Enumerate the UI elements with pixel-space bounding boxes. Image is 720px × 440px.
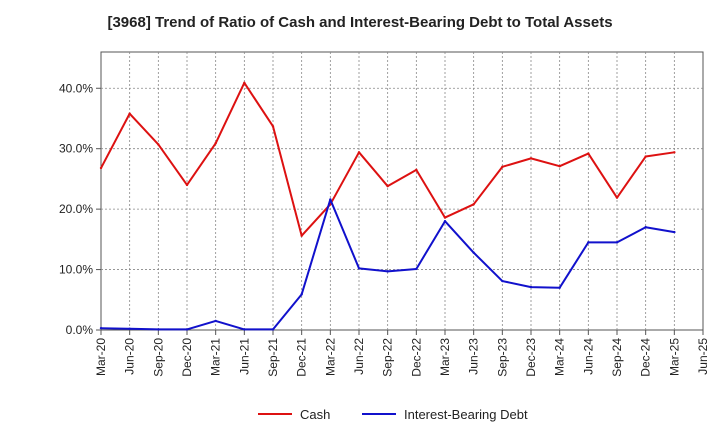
- data-point: [300, 293, 303, 296]
- data-point: [443, 216, 447, 219]
- data-point: [386, 184, 389, 188]
- chart-title: [3968] Trend of Ratio of Cash and Intere…: [107, 14, 613, 31]
- x-tick-label: Sep-23: [495, 338, 509, 377]
- legend-label: Cash: [300, 407, 330, 422]
- data-point: [472, 203, 475, 206]
- data-point: [243, 328, 246, 331]
- data-point: [329, 198, 332, 201]
- y-tick-label: 20.0%: [59, 202, 93, 216]
- x-tick-label: Mar-24: [553, 338, 567, 376]
- data-point: [99, 326, 103, 330]
- y-tick-label: 0.0%: [66, 323, 94, 337]
- data-point: [214, 319, 217, 323]
- data-point: [529, 285, 533, 289]
- x-tick-label: Jun-25: [696, 338, 710, 375]
- x-tick-label: Dec-20: [180, 338, 194, 377]
- data-point: [271, 328, 275, 331]
- x-tick-label: Dec-24: [639, 338, 653, 377]
- data-point: [673, 151, 676, 154]
- data-point: [300, 234, 303, 237]
- y-tick-label: 40.0%: [59, 81, 93, 95]
- x-tick-label: Jun-20: [123, 338, 137, 375]
- data-point: [529, 157, 533, 160]
- data-point: [185, 183, 189, 187]
- legend-label: Interest-Bearing Debt: [404, 407, 528, 422]
- x-tick-label: Dec-23: [524, 338, 538, 377]
- data-point: [214, 142, 217, 145]
- data-point: [357, 267, 361, 270]
- data-point: [271, 125, 275, 128]
- data-point: [615, 241, 619, 244]
- data-point: [386, 270, 389, 273]
- data-point: [472, 251, 475, 254]
- data-point: [157, 143, 160, 146]
- data-point: [558, 165, 561, 168]
- data-point: [415, 168, 418, 172]
- plot-area: [100, 51, 704, 331]
- data-point: [357, 151, 361, 154]
- data-point: [501, 279, 504, 283]
- data-point: [558, 286, 561, 289]
- x-tick-label: Sep-24: [610, 338, 624, 377]
- data-point: [501, 165, 504, 169]
- y-tick-label: 30.0%: [59, 142, 93, 156]
- x-tick-label: Mar-20: [94, 338, 108, 376]
- data-point: [443, 220, 447, 223]
- y-tick-label: 10.0%: [59, 263, 93, 277]
- data-point: [615, 196, 619, 199]
- data-point: [99, 166, 103, 170]
- x-tick-label: Jun-22: [352, 338, 366, 375]
- data-point: [673, 230, 676, 234]
- x-tick-label: Mar-25: [667, 338, 681, 376]
- x-tick-label: Jun-21: [237, 338, 251, 375]
- data-point: [157, 328, 160, 331]
- x-tick-label: Mar-22: [323, 338, 337, 376]
- data-point: [185, 328, 189, 331]
- x-tick-label: Mar-23: [438, 338, 452, 376]
- data-point: [587, 241, 590, 244]
- x-tick-label: Jun-24: [581, 338, 595, 375]
- data-point: [128, 112, 131, 115]
- data-point: [644, 155, 647, 158]
- data-point: [415, 267, 418, 271]
- data-point: [587, 152, 590, 155]
- x-tick-label: Mar-21: [209, 338, 223, 376]
- x-tick-label: Sep-20: [151, 338, 165, 377]
- x-tick-label: Sep-22: [381, 338, 395, 377]
- data-point: [644, 226, 647, 229]
- x-tick-label: Sep-21: [266, 338, 280, 377]
- x-tick-label: Dec-22: [409, 338, 423, 377]
- data-point: [128, 327, 131, 330]
- x-tick-label: Dec-21: [295, 338, 309, 377]
- x-tick-label: Jun-23: [467, 338, 481, 375]
- data-point: [243, 81, 246, 85]
